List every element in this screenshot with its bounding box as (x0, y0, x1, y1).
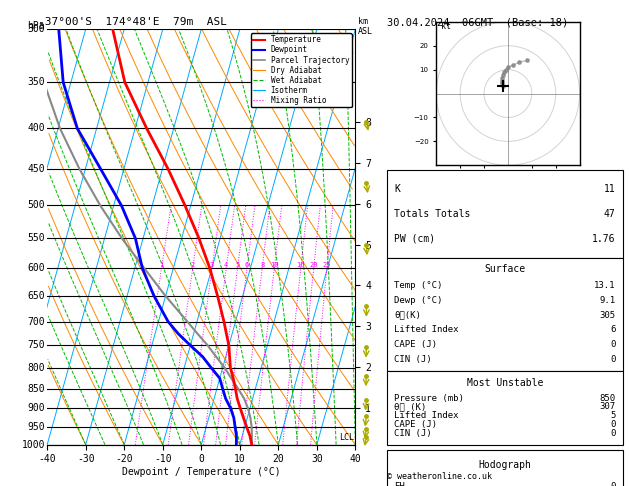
Text: 5: 5 (235, 262, 240, 268)
Text: 30.04.2024  06GMT  (Base: 18): 30.04.2024 06GMT (Base: 18) (387, 17, 568, 27)
Text: -37°00'S  174°48'E  79m  ASL: -37°00'S 174°48'E 79m ASL (38, 17, 226, 27)
Text: 3: 3 (210, 262, 214, 268)
Text: 900: 900 (28, 403, 45, 413)
Text: 2: 2 (191, 262, 195, 268)
Bar (387, 370, 623, 445)
Text: 550: 550 (28, 233, 45, 243)
Text: 13.1: 13.1 (594, 281, 616, 290)
Text: K: K (394, 184, 400, 194)
Point (522, 56, 532, 64)
Text: θᴇ(K): θᴇ(K) (394, 311, 421, 320)
Text: EH: EH (394, 482, 404, 486)
Text: Dewp (°C): Dewp (°C) (394, 296, 442, 305)
Text: 650: 650 (28, 291, 45, 301)
Text: 5: 5 (610, 411, 616, 420)
Text: Surface: Surface (484, 264, 525, 274)
Text: kt: kt (441, 22, 451, 31)
Text: Lifted Index: Lifted Index (394, 326, 459, 334)
Text: 16: 16 (296, 262, 305, 268)
Text: 9.1: 9.1 (599, 296, 616, 305)
Text: CAPE (J): CAPE (J) (394, 420, 437, 429)
Text: 6: 6 (245, 262, 249, 268)
Point (498, 82, 508, 89)
Point (501, 66, 511, 74)
Text: © weatheronline.co.uk: © weatheronline.co.uk (387, 472, 492, 481)
Point (515, 58, 525, 66)
Text: θᴇ (K): θᴇ (K) (394, 402, 426, 412)
X-axis label: Dewpoint / Temperature (°C): Dewpoint / Temperature (°C) (122, 467, 281, 477)
Legend: Temperature, Dewpoint, Parcel Trajectory, Dry Adiabat, Wet Adiabat, Isotherm, Mi: Temperature, Dewpoint, Parcel Trajectory… (251, 33, 352, 107)
Text: 850: 850 (599, 394, 616, 402)
Text: Temp (°C): Temp (°C) (394, 281, 442, 290)
Text: 400: 400 (28, 123, 45, 134)
Text: 700: 700 (28, 316, 45, 327)
Text: km
ASL: km ASL (358, 17, 373, 36)
Text: 20: 20 (309, 262, 318, 268)
Text: Pressure (mb): Pressure (mb) (394, 394, 464, 402)
Text: 800: 800 (28, 363, 45, 373)
Text: 6: 6 (610, 326, 616, 334)
Text: 750: 750 (28, 340, 45, 350)
Text: 47: 47 (604, 209, 616, 219)
Text: 500: 500 (28, 200, 45, 210)
Text: 0: 0 (610, 340, 616, 349)
Text: 25: 25 (323, 262, 331, 268)
Point (497, 74, 507, 82)
Point (508, 61, 518, 69)
Text: 450: 450 (28, 164, 45, 174)
Text: Most Unstable: Most Unstable (467, 378, 543, 388)
Text: 1000: 1000 (22, 440, 45, 450)
Text: Totals Totals: Totals Totals (394, 209, 470, 219)
Text: 350: 350 (28, 77, 45, 87)
Point (499, 69, 509, 76)
Text: CAPE (J): CAPE (J) (394, 340, 437, 349)
Bar (387, 170, 623, 258)
Text: 300: 300 (28, 24, 45, 34)
Point (503, 63, 513, 71)
Text: Lifted Index: Lifted Index (394, 411, 459, 420)
Bar (387, 258, 623, 370)
Text: 0: 0 (610, 429, 616, 438)
Text: 0: 0 (610, 482, 616, 486)
Text: 305: 305 (599, 311, 616, 320)
Text: 600: 600 (28, 263, 45, 274)
Text: PW (cm): PW (cm) (394, 234, 435, 244)
Text: 307: 307 (599, 402, 616, 412)
Text: CIN (J): CIN (J) (394, 429, 431, 438)
Text: 1.76: 1.76 (592, 234, 616, 244)
Text: 850: 850 (28, 383, 45, 394)
Point (497, 77, 507, 85)
Text: 0: 0 (610, 355, 616, 364)
Text: 10: 10 (270, 262, 279, 268)
Text: LCL: LCL (339, 433, 354, 441)
Text: 950: 950 (28, 422, 45, 432)
Text: hPa: hPa (28, 21, 45, 31)
Point (498, 71, 508, 79)
Text: 0: 0 (610, 420, 616, 429)
Point (497, 79, 507, 87)
Text: CIN (J): CIN (J) (394, 355, 431, 364)
Text: 8: 8 (260, 262, 264, 268)
Text: 1: 1 (159, 262, 164, 268)
Y-axis label: Mixing Ratio (g/kg): Mixing Ratio (g/kg) (404, 190, 413, 284)
Text: 4: 4 (224, 262, 228, 268)
Text: 11: 11 (604, 184, 616, 194)
Text: Hodograph: Hodograph (478, 460, 532, 470)
